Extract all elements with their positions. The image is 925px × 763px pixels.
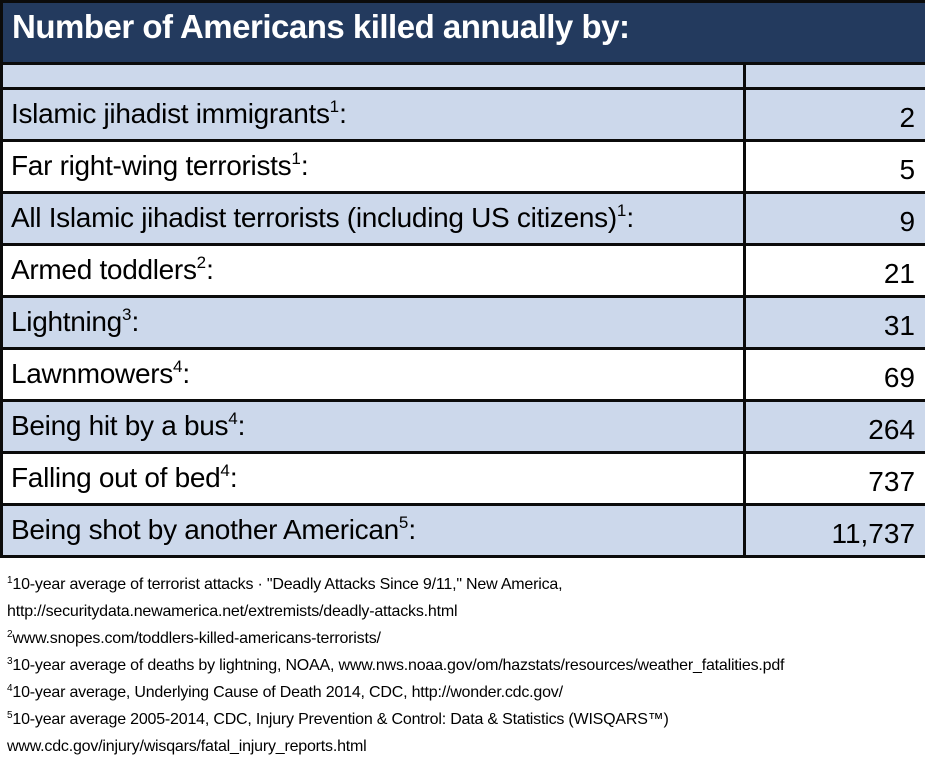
row-label: Armed toddlers2: — [0, 243, 746, 298]
row-label: Being shot by another American5: — [0, 503, 746, 558]
table-row: Lightning3: 31 — [0, 295, 925, 350]
table-row: All Islamic jihadist terrorists (includi… — [0, 191, 925, 246]
footnote-ref: 4 — [172, 356, 183, 376]
row-value: 5 — [742, 139, 925, 194]
row-value: 31 — [742, 295, 925, 350]
fatalities-table: Number of Americans killed annually by: … — [0, 0, 925, 558]
spacer-cell-label — [0, 62, 746, 90]
footnote-ref: 1 — [616, 200, 627, 220]
row-value: 69 — [742, 347, 925, 402]
footnote-number: 2 — [7, 629, 13, 640]
table-row: Lawnmowers4: 69 — [0, 347, 925, 402]
row-value: 11,737 — [742, 503, 925, 558]
footnote-continuation: http://securitydata.newamerica.net/extre… — [7, 603, 458, 620]
footnotes: 110-year average of terrorist attacks · … — [7, 571, 925, 760]
row-label: Being hit by a bus4: — [0, 399, 746, 454]
footnote: 310-year average of deaths by lightning,… — [7, 656, 785, 674]
footnote: 510-year average 2005-2014, CDC, Injury … — [7, 710, 669, 728]
row-value: 737 — [742, 451, 925, 506]
header-row: Number of Americans killed annually by: — [0, 0, 925, 65]
footnote-number: 4 — [7, 683, 13, 694]
row-label: All Islamic jihadist terrorists (includi… — [0, 191, 746, 246]
row-value: 2 — [742, 87, 925, 142]
footnote-ref: 4 — [220, 460, 230, 480]
row-value: 9 — [742, 191, 925, 246]
footnote-ref: 1 — [291, 148, 301, 168]
spacer-row — [0, 62, 925, 90]
footnote-ref: 5 — [398, 512, 409, 532]
footnote-ref: 1 — [329, 96, 340, 116]
footnote-number: 1 — [7, 575, 13, 586]
row-label: Islamic jihadist immigrants1: — [0, 87, 746, 142]
footnote-ref: 2 — [196, 252, 207, 272]
footnote-continuation: www.cdc.gov/injury/wisqars/fatal_injury_… — [7, 738, 367, 755]
row-value: 264 — [742, 399, 925, 454]
row-label: Far right-wing terrorists1: — [0, 139, 746, 194]
footnote: 2www.snopes.com/toddlers-killed-american… — [7, 629, 381, 647]
table-row: Armed toddlers2: 21 — [0, 243, 925, 298]
table-title: Number of Americans killed annually by: — [0, 0, 925, 65]
footnote-ref: 3 — [121, 304, 132, 324]
row-value: 21 — [742, 243, 925, 298]
table-row: Being hit by a bus4: 264 — [0, 399, 925, 454]
footnote-ref: 4 — [228, 408, 238, 428]
footnote-number: 5 — [7, 710, 13, 721]
footnote: 110-year average of terrorist attacks · … — [7, 575, 563, 593]
footnote: 410-year average, Underlying Cause of De… — [7, 683, 563, 701]
table-row: Falling out of bed4: 737 — [0, 451, 925, 506]
spacer-cell-value — [742, 62, 925, 90]
table-row: Islamic jihadist immigrants1: 2 — [0, 87, 925, 142]
row-label: Lawnmowers4: — [0, 347, 746, 402]
table-row: Far right-wing terrorists1: 5 — [0, 139, 925, 194]
row-label: Lightning3: — [0, 295, 746, 350]
footnote-number: 3 — [7, 656, 13, 667]
row-label: Falling out of bed4: — [0, 451, 746, 506]
table-row: Being shot by another American5: 11,737 — [0, 503, 925, 558]
